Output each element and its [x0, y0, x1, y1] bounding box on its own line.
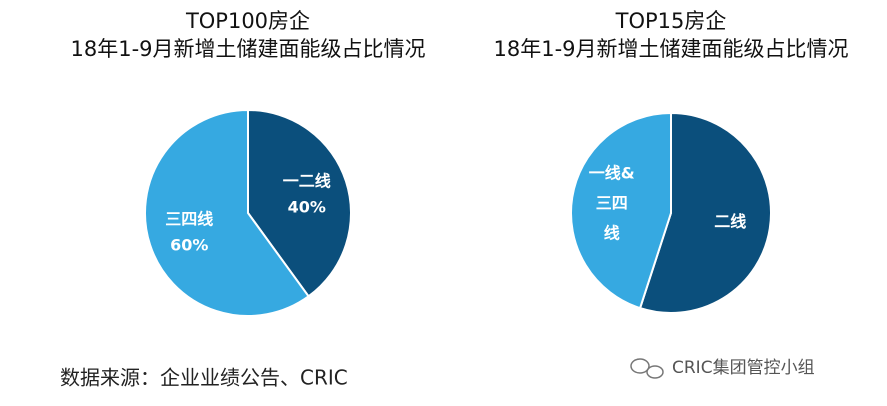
pie-slice — [247, 108, 352, 298]
value-label: 40% — [288, 197, 326, 216]
slice-label: 三四线 — [165, 210, 213, 229]
value-label: 60% — [170, 236, 208, 255]
slice-label: 一二线 — [283, 171, 331, 190]
chart-subtitle: 18年1-9月新增土储建面能级占比情况 — [493, 37, 848, 61]
chart-subtitle: 18年1-9月新增土储建面能级占比情况 — [70, 37, 425, 61]
watermark: CRIC集团管控小组 — [672, 358, 815, 378]
chart-title: TOP15房企 — [615, 9, 727, 33]
source: 数据来源：企业业绩公告、CRIC — [60, 366, 348, 390]
slice-label: 二线 — [714, 212, 746, 231]
watermark-icon — [630, 358, 664, 379]
pie-slice — [144, 108, 310, 317]
chart-title: TOP100房企 — [185, 9, 310, 33]
slice-label: 一线&三四线 — [589, 163, 635, 242]
pie-slice — [638, 111, 772, 314]
pie-slice — [570, 111, 672, 310]
